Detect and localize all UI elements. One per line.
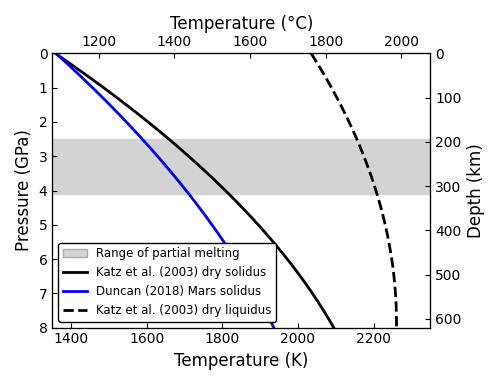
X-axis label: Temperature (°C): Temperature (°C) (170, 15, 313, 33)
Legend: Range of partial melting, Katz et al. (2003) dry solidus, Duncan (2018) Mars sol: Range of partial melting, Katz et al. (2… (58, 243, 276, 322)
Y-axis label: Pressure (GPa): Pressure (GPa) (15, 130, 33, 251)
Y-axis label: Depth (km): Depth (km) (467, 143, 485, 238)
Bar (52, 139, 430, 194)
X-axis label: Temperature (K): Temperature (K) (174, 352, 308, 370)
